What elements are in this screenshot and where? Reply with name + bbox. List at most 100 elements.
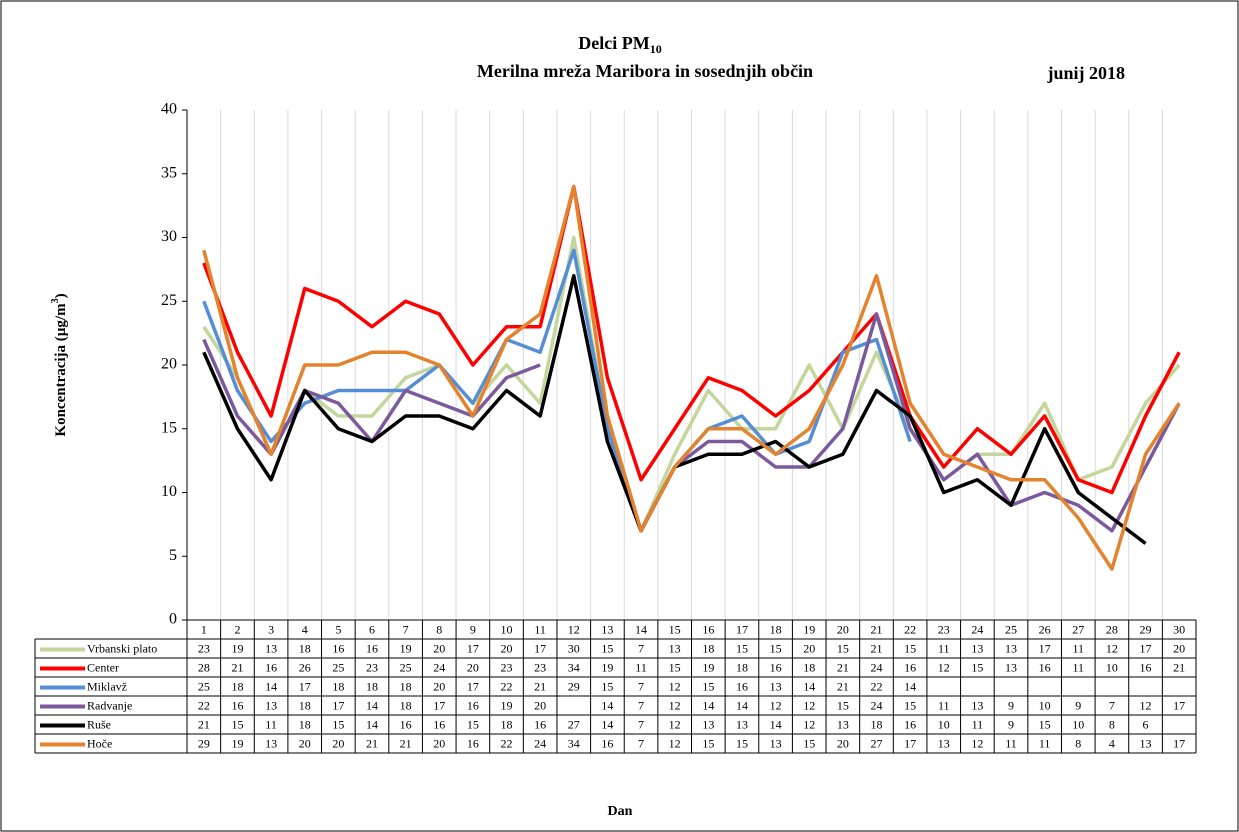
table-value: 12	[669, 679, 681, 693]
table-value: 13	[770, 679, 782, 693]
table-value: 19	[702, 660, 714, 674]
table-value: 16	[534, 717, 546, 731]
table-value: 15	[467, 717, 479, 731]
table-value: 14	[366, 698, 378, 712]
table-value: 18	[870, 717, 882, 731]
table-value: 16	[366, 641, 378, 655]
table-value: 21	[400, 736, 412, 750]
x-tick-label: 12	[568, 622, 580, 636]
table-value: 24	[534, 736, 546, 750]
table-value: 10	[1039, 698, 1051, 712]
table-value: 20	[803, 641, 815, 655]
table-value: 16	[1039, 660, 1051, 674]
table-value: 16	[467, 698, 479, 712]
y-tick-label: 30	[161, 228, 177, 245]
x-tick-label: 5	[335, 622, 341, 636]
table-value: 16	[904, 660, 916, 674]
table-value: 21	[366, 736, 378, 750]
table-value: 20	[467, 660, 479, 674]
table-value: 21	[231, 660, 243, 674]
table-value: 13	[938, 736, 950, 750]
y-tick-label: 0	[169, 611, 177, 628]
table-value: 14	[265, 679, 277, 693]
table-value: 17	[467, 641, 479, 655]
table-value: 15	[770, 641, 782, 655]
legend-label: Vrbanski plato	[87, 641, 157, 655]
table-value: 16	[904, 717, 916, 731]
table-value: 14	[736, 698, 748, 712]
table-value: 8	[1075, 736, 1081, 750]
x-tick-label: 28	[1106, 622, 1118, 636]
table-value: 12	[803, 698, 815, 712]
table-value: 21	[870, 641, 882, 655]
table-value: 29	[568, 679, 580, 693]
table-value: 18	[501, 717, 513, 731]
table-value: 30	[568, 641, 580, 655]
table-value: 13	[669, 641, 681, 655]
table-value: 19	[501, 698, 513, 712]
table-value: 18	[299, 641, 311, 655]
x-tick-label: 13	[601, 622, 613, 636]
table-value: 25	[400, 660, 412, 674]
table-value: 15	[669, 660, 681, 674]
table-value: 15	[803, 736, 815, 750]
table-value: 14	[702, 698, 714, 712]
data-line	[202, 184, 1181, 571]
table-value: 17	[332, 698, 344, 712]
table-value: 18	[736, 660, 748, 674]
table-value: 21	[837, 660, 849, 674]
table-value: 28	[198, 660, 210, 674]
table-value: 11	[1073, 641, 1085, 655]
table-value: 18	[231, 679, 243, 693]
table-value: 11	[1005, 736, 1017, 750]
table-value: 12	[1106, 641, 1118, 655]
table-value: 11	[938, 698, 950, 712]
table-value: 7	[638, 698, 644, 712]
table-value: 17	[299, 679, 311, 693]
table-value: 17	[1039, 641, 1051, 655]
table-value: 20	[837, 736, 849, 750]
table-value: 7	[638, 641, 644, 655]
table-value: 12	[1140, 698, 1152, 712]
table-value: 12	[938, 660, 950, 674]
x-tick-label: 2	[234, 622, 240, 636]
table-value: 23	[198, 641, 210, 655]
legend-label: Center	[87, 660, 119, 674]
table-value: 16	[736, 679, 748, 693]
table-value: 16	[433, 717, 445, 731]
table-value: 15	[904, 698, 916, 712]
table-value: 17	[904, 736, 916, 750]
table-value: 11	[1039, 736, 1051, 750]
table-value: 22	[870, 679, 882, 693]
chart-subtitle: Merilna mreža Maribora in sosednjih obči…	[477, 61, 813, 81]
legend-label: Miklavž	[87, 679, 127, 693]
x-tick-label: 27	[1072, 622, 1084, 636]
table-value: 11	[972, 717, 984, 731]
table-value: 20	[332, 736, 344, 750]
table-value: 15	[837, 698, 849, 712]
table-value: 21	[534, 679, 546, 693]
table-value: 20	[299, 736, 311, 750]
table-value: 14	[803, 679, 815, 693]
x-tick-label: 17	[736, 622, 748, 636]
x-tick-label: 30	[1173, 622, 1185, 636]
table-value: 11	[635, 660, 647, 674]
table-value: 7	[638, 679, 644, 693]
y-label-end: )	[53, 293, 69, 298]
table-value: 16	[332, 641, 344, 655]
table-value: 20	[1173, 641, 1185, 655]
x-tick-label: 1	[201, 622, 207, 636]
table-value: 13	[265, 641, 277, 655]
table-value: 17	[467, 679, 479, 693]
annotation: junij 2018	[1046, 63, 1125, 83]
x-tick-label: 10	[501, 622, 513, 636]
table-value: 26	[299, 660, 311, 674]
table-value: 20	[433, 641, 445, 655]
table-value: 12	[770, 698, 782, 712]
table-value: 7	[638, 736, 644, 750]
table-value: 13	[837, 717, 849, 731]
table-value: 16	[601, 736, 613, 750]
table-value: 17	[534, 641, 546, 655]
x-tick-label: 9	[470, 622, 476, 636]
